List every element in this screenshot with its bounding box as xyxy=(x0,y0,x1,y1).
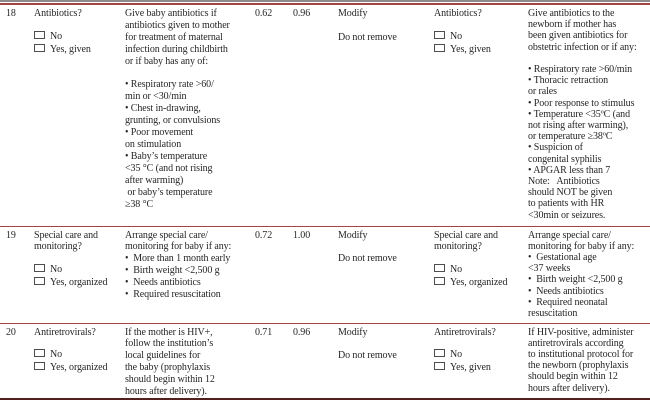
item-title: Antibiotics? xyxy=(34,8,82,19)
checkbox-option-no: No xyxy=(34,264,123,276)
checkbox-label: Yes, organized xyxy=(450,277,508,289)
checkbox-icon xyxy=(34,43,45,52)
checkbox-icon xyxy=(34,30,45,39)
score1-cell: 0.71 xyxy=(253,322,291,399)
decision-cell: Modify Do not remove xyxy=(336,4,428,226)
adapted-item-cell: Antiretrovirals? No Yes, given xyxy=(428,322,526,399)
checkbox-label: No xyxy=(50,349,63,361)
original-description-cell: If the mother is HIV+, follow the instit… xyxy=(123,322,253,399)
original-description: Arrange special care/ monitoring for bab… xyxy=(125,229,232,301)
spacer xyxy=(338,20,428,32)
score2-value: 0.96 xyxy=(293,326,311,338)
row-number-cell: 20 xyxy=(0,322,28,399)
table-row-20: 20 Antiretrovirals? No Yes, organized If… xyxy=(0,322,650,399)
adapted-description: If HIV-positive, administer antiretrovir… xyxy=(528,326,634,394)
checkbox-label: No xyxy=(50,264,63,276)
score1-cell: 0.72 xyxy=(253,225,291,323)
adapted-description: Give antibiotics to the newborn if mothe… xyxy=(528,8,637,221)
score2-cell: 0.96 xyxy=(291,4,336,226)
checkbox-option-yes: Yes, organized xyxy=(434,277,526,289)
score1-value: 0.71 xyxy=(255,326,273,338)
checkbox-icon xyxy=(434,30,445,39)
checkbox-label: No xyxy=(450,30,463,42)
checkbox-option-yes: Yes, given xyxy=(34,43,123,56)
checkbox-icon xyxy=(434,349,445,358)
checkbox-icon xyxy=(434,277,445,286)
decision-modify: Modify xyxy=(338,326,368,338)
checkbox-option-no: No xyxy=(434,349,526,361)
adapted-description: Arrange special care/ monitoring for bab… xyxy=(528,229,635,319)
checkbox-label: No xyxy=(50,30,63,42)
row-number: 20 xyxy=(6,326,16,338)
decision-keep: Do not remove xyxy=(338,31,397,43)
decision-modify: Modify xyxy=(338,229,368,241)
decision-cell: Modify Do not remove xyxy=(336,322,428,399)
checkbox-icon xyxy=(434,362,445,371)
top-edge-divider xyxy=(0,0,650,2)
checkbox-label: No xyxy=(450,349,463,361)
item-title: Special care and monitoring? xyxy=(34,229,98,253)
score2-cell: 1.00 xyxy=(291,225,336,323)
checkbox-icon xyxy=(34,277,45,286)
checkbox-option-yes: Yes, organized xyxy=(34,362,123,374)
item-title: Antibiotics? xyxy=(434,8,482,19)
score1-cell: 0.62 xyxy=(253,4,291,226)
checkbox-icon xyxy=(434,264,445,273)
original-description-cell: Arrange special care/ monitoring for bab… xyxy=(123,225,253,323)
decision-modify: Modify xyxy=(338,8,368,19)
decision-cell: Modify Do not remove xyxy=(336,225,428,323)
adapted-description-cell: Arrange special care/ monitoring for bab… xyxy=(526,225,650,323)
checkbox-option-no: No xyxy=(34,30,123,43)
adapted-description-cell: If HIV-positive, administer antiretrovir… xyxy=(526,322,650,399)
original-description-cell: Give baby antibiotics if antibiotics giv… xyxy=(123,4,253,226)
checkbox-label: Yes, given xyxy=(50,43,91,55)
adapted-item-cell: Antibiotics? No Yes, given xyxy=(428,4,526,226)
checkbox-icon xyxy=(34,362,45,371)
score1-value: 0.62 xyxy=(255,8,273,19)
checkbox-option-no: No xyxy=(434,30,526,43)
decision-keep: Do not remove xyxy=(338,253,397,265)
spacer xyxy=(338,338,428,350)
checkbox-option-yes: Yes, given xyxy=(434,43,526,56)
original-description: If the mother is HIV+, follow the instit… xyxy=(125,326,215,398)
score1-value: 0.72 xyxy=(255,229,273,241)
checkbox-label: No xyxy=(450,264,463,276)
checkbox-label: Yes, organized xyxy=(50,277,108,289)
row-number: 18 xyxy=(6,8,16,19)
table-row-19: 19 Special care and monitoring? No Yes, … xyxy=(0,225,650,323)
original-description: Give baby antibiotics if antibiotics giv… xyxy=(125,8,230,210)
item-title: Antiretrovirals? xyxy=(434,326,496,338)
checkbox-option-no: No xyxy=(434,264,526,276)
score2-value: 0.96 xyxy=(293,8,311,19)
checkbox-icon xyxy=(434,43,445,52)
original-item-cell: Special care and monitoring? No Yes, org… xyxy=(28,225,123,323)
checkbox-option-no: No xyxy=(34,349,123,361)
item-title: Special care and monitoring? xyxy=(434,229,498,253)
table-row-18: 18 Antibiotics? No Yes, given Give baby … xyxy=(0,4,650,226)
row-number-cell: 18 xyxy=(0,4,28,226)
checkbox-icon xyxy=(34,264,45,273)
checkbox-icon xyxy=(34,349,45,358)
decision-keep: Do not remove xyxy=(338,350,397,362)
checkbox-label: Yes, given xyxy=(450,43,491,55)
row-number: 19 xyxy=(6,229,16,241)
score2-value: 1.00 xyxy=(293,229,311,241)
adapted-item-cell: Special care and monitoring? No Yes, org… xyxy=(428,225,526,323)
checkbox-label: Yes, given xyxy=(450,362,491,374)
score2-cell: 0.96 xyxy=(291,322,336,399)
item-title: Antiretrovirals? xyxy=(34,326,96,338)
spacer xyxy=(338,241,428,253)
checklist-comparison-table: 18 Antibiotics? No Yes, given Give baby … xyxy=(0,3,650,400)
checkbox-option-yes: Yes, organized xyxy=(34,277,123,289)
original-item-cell: Antibiotics? No Yes, given xyxy=(28,4,123,226)
row-number-cell: 19 xyxy=(0,225,28,323)
checkbox-option-yes: Yes, given xyxy=(434,362,526,374)
original-item-cell: Antiretrovirals? No Yes, organized xyxy=(28,322,123,399)
checkbox-label: Yes, organized xyxy=(50,362,108,374)
adapted-description-cell: Give antibiotics to the newborn if mothe… xyxy=(526,4,650,226)
